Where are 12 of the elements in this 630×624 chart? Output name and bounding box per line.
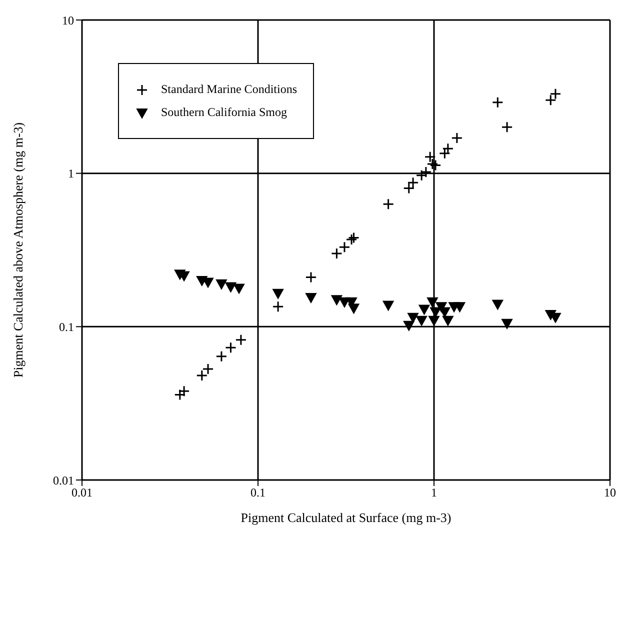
y-tick-label: 1 <box>68 166 74 181</box>
x-tick-label: 1 <box>431 486 437 500</box>
legend-label: Southern California Smog <box>161 105 287 120</box>
x-tick-label: 0.01 <box>72 486 92 500</box>
y-tick-label: 10 <box>62 13 74 28</box>
y-axis-title: Pigment Calculated above Atmosphere (mg m-3) <box>10 122 26 378</box>
legend-label: Standard Marine Conditions <box>161 82 297 97</box>
x-tick-label: 10 <box>604 486 616 500</box>
y-tick-label: 0.01 <box>53 473 74 488</box>
x-axis-title: Pigment Calculated at Surface (mg m-3) <box>240 510 452 525</box>
x-tick-label: 0.1 <box>250 486 266 500</box>
y-tick-label: 0.1 <box>59 320 74 334</box>
